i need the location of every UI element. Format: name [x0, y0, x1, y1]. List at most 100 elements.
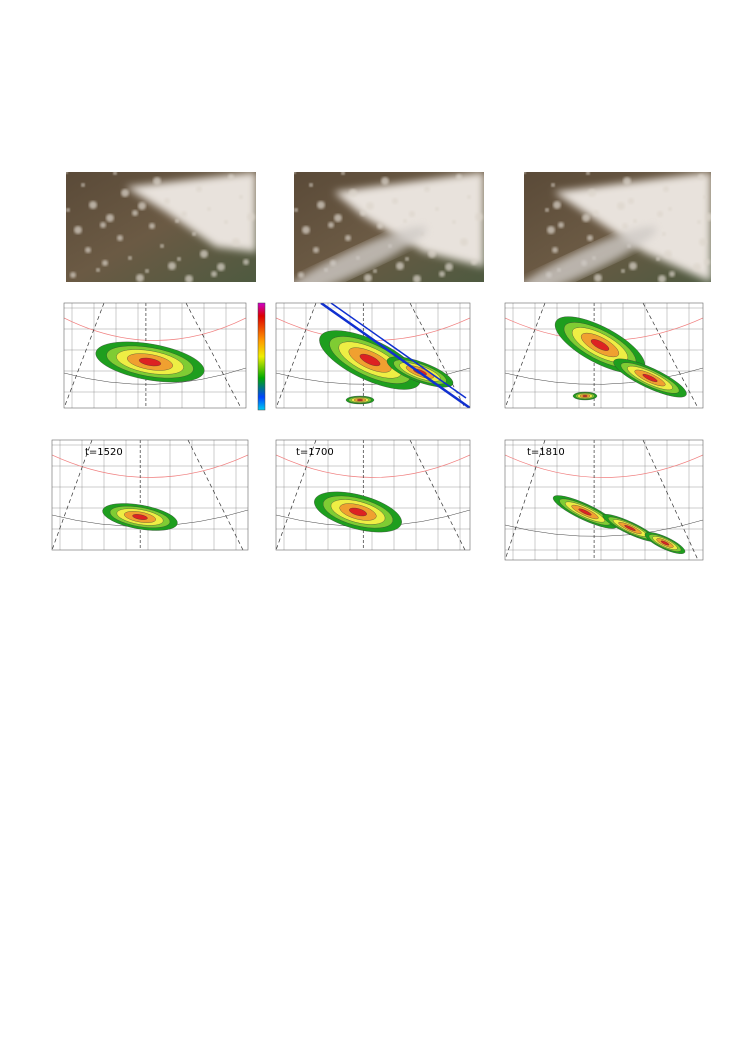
azimuth-line — [505, 303, 546, 408]
flight-track — [330, 303, 467, 399]
time-label: t=1810 — [527, 447, 565, 458]
echo — [349, 507, 367, 517]
cloud-speck — [396, 262, 404, 270]
cloud-speck — [629, 262, 637, 270]
cloud-speck — [545, 208, 549, 212]
cloud-speck — [160, 244, 164, 248]
cloud-speck — [232, 238, 240, 246]
flight-track — [320, 303, 470, 408]
cloud-speck — [558, 222, 564, 228]
cloud-speck — [405, 257, 409, 261]
cloud-speck — [662, 232, 666, 236]
panel-frame — [504, 439, 704, 561]
cloud — [126, 172, 256, 252]
cloud-speck — [698, 174, 704, 180]
satellite-image — [524, 172, 711, 282]
cloud-speck — [460, 238, 468, 246]
radar-panels — [51, 302, 704, 561]
cloud-speck — [302, 226, 310, 234]
cloud-speck — [699, 238, 707, 246]
azimuth-line — [187, 440, 244, 550]
panel-frame — [51, 439, 249, 551]
azimuth-line — [64, 303, 105, 408]
cloud-speck — [413, 275, 421, 282]
cloud-speck — [313, 247, 319, 253]
panel-content — [276, 303, 470, 408]
radar-panel — [504, 302, 704, 409]
azimuth-line — [185, 303, 242, 408]
cloud-speck — [349, 189, 357, 197]
cloud-speck — [113, 172, 117, 175]
cloud-speck — [366, 202, 374, 210]
cloud-speck — [403, 219, 407, 223]
panel-frame — [275, 302, 471, 409]
cloud-speck — [373, 269, 377, 273]
cloud-speck — [211, 271, 217, 277]
panel-content — [64, 303, 246, 408]
time-label: t=1700 — [296, 447, 334, 458]
azimuth-line — [505, 440, 546, 560]
range-ring — [505, 519, 703, 537]
cloud-speck — [345, 235, 351, 241]
cloud-speck — [424, 186, 430, 192]
echo — [138, 357, 162, 367]
cloud-speck — [628, 198, 634, 204]
azimuth-line — [276, 440, 317, 550]
cloud-speck — [360, 210, 366, 216]
cloud-speck — [239, 195, 243, 199]
cloud-speck — [697, 220, 701, 224]
cloud-speck — [328, 222, 334, 228]
cloud-speck — [100, 222, 106, 228]
cloud-speck — [207, 207, 211, 211]
cloud-speck — [66, 208, 70, 212]
cloud-speck — [294, 208, 298, 212]
range-ring — [505, 454, 703, 478]
cloud-speck — [553, 201, 561, 209]
cloud-speck — [196, 186, 202, 192]
colorbar-gradient — [257, 302, 266, 411]
cloud-speck — [617, 202, 625, 210]
cloud-speck — [243, 259, 249, 265]
echo — [582, 395, 588, 397]
cloud-speck — [452, 220, 456, 224]
cloud-speck — [217, 263, 225, 271]
cloud-speck — [664, 250, 672, 258]
cloud-speck — [168, 262, 176, 270]
cloud-speck — [547, 226, 555, 234]
cloud-speck — [657, 211, 663, 217]
azimuth-line — [642, 440, 699, 560]
echo — [357, 399, 363, 401]
echo — [578, 508, 592, 516]
radar-panel — [504, 439, 704, 561]
cloud-speck — [81, 183, 85, 187]
cloud-speck — [192, 232, 196, 236]
radar-panel — [275, 302, 471, 409]
cloud-speck — [309, 183, 313, 187]
echo — [624, 525, 636, 531]
echo — [132, 514, 148, 520]
cloud-speck — [594, 274, 602, 282]
cloud-speck — [586, 172, 590, 175]
radar-panel — [275, 439, 471, 551]
range-ring — [52, 454, 248, 478]
cloud-speck — [693, 263, 701, 271]
panel-content — [52, 440, 248, 550]
cloud-speck — [364, 274, 372, 282]
range-ring — [64, 367, 246, 385]
cloud-speck — [85, 247, 91, 253]
cloud-speck — [66, 172, 68, 174]
cloud-speck — [136, 274, 144, 282]
cloud-speck — [224, 220, 228, 224]
panel-frame — [63, 302, 247, 409]
cloud-speck — [102, 260, 108, 266]
satellite-image — [294, 172, 484, 282]
cloud-speck — [175, 219, 179, 223]
azimuth-line — [276, 303, 317, 408]
cloud-speck — [669, 271, 675, 277]
panel-frame — [504, 302, 704, 409]
cloud-speck — [467, 195, 471, 199]
cloud-speck — [181, 211, 187, 217]
echo — [660, 540, 670, 546]
panel-content — [505, 440, 703, 560]
